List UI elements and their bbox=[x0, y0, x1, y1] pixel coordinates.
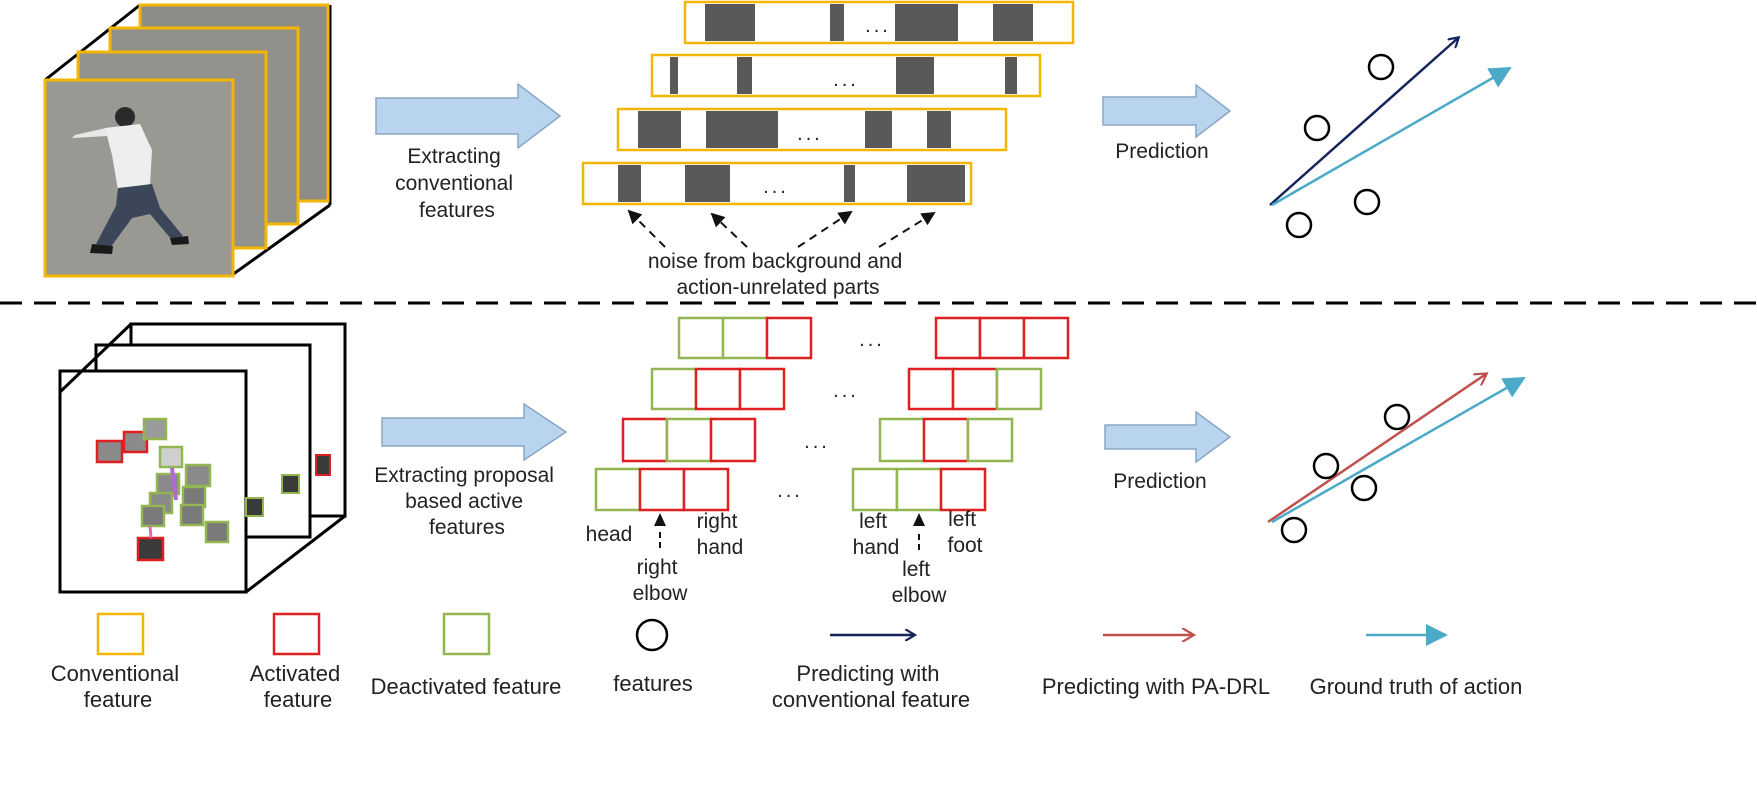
ground-truth-arrow bbox=[1271, 376, 1526, 524]
conventional-feature-bar-1 bbox=[683, 0, 1075, 45]
feature-point bbox=[1312, 452, 1340, 480]
legend-label-conventional: Conventional feature bbox=[51, 661, 186, 712]
top-prediction-arrow bbox=[1102, 83, 1232, 139]
right-elbow-arrowhead bbox=[654, 513, 666, 526]
legend-label-pa-drl: Predicting with PA-DRL bbox=[1042, 674, 1270, 699]
ellipsis: ... bbox=[833, 380, 859, 402]
feature-point bbox=[1367, 53, 1395, 81]
noise-arrows bbox=[627, 209, 936, 248]
legend-label-deactivated: Deactivated feature bbox=[371, 674, 562, 699]
top-prediction-label: Prediction bbox=[1115, 140, 1208, 163]
bottom-prediction-arrow bbox=[1104, 410, 1232, 464]
left-elbow-arrowhead bbox=[913, 513, 925, 526]
part-label-right-hand: right hand bbox=[697, 510, 744, 559]
pa-drl-prediction-arrow bbox=[1267, 374, 1486, 524]
ground-truth-arrow bbox=[1271, 66, 1512, 207]
legend-label-ground-truth: Ground truth of action bbox=[1310, 674, 1523, 699]
part-feature-row-4 bbox=[594, 467, 987, 512]
top-extract-label: Extracting conventional features bbox=[395, 145, 519, 222]
legend-swatch-features bbox=[635, 618, 669, 652]
bottom-extract-arrow bbox=[381, 402, 568, 462]
legend-label-activated: Activated feature bbox=[250, 661, 347, 712]
ellipsis: ... bbox=[763, 176, 789, 198]
ellipsis: ... bbox=[833, 69, 859, 91]
legend-swatch-deactivated bbox=[442, 612, 491, 656]
conventional-prediction-arrow bbox=[1269, 38, 1458, 206]
legend: Conventional feature Activated feature D… bbox=[51, 612, 1523, 712]
feature-point bbox=[1350, 474, 1378, 502]
conventional-feature-bar-4 bbox=[581, 161, 973, 206]
part-feature-row-1 bbox=[677, 316, 1070, 360]
top-video-stack bbox=[43, 3, 332, 278]
ellipsis: ... bbox=[777, 480, 803, 502]
part-feature-row-3 bbox=[621, 417, 1014, 463]
feature-point bbox=[1353, 188, 1381, 216]
legend-label-predicting-conventional: Predicting with conventional feature bbox=[772, 661, 970, 712]
feature-point bbox=[1303, 114, 1331, 142]
part-feature-row-2 bbox=[650, 367, 1043, 411]
top-extract-arrow bbox=[375, 82, 562, 150]
part-label-left-foot: left foot bbox=[947, 508, 982, 557]
part-label-right-elbow: right elbow bbox=[633, 556, 689, 605]
part-label-head: head bbox=[586, 523, 633, 546]
top-feature-space bbox=[1269, 38, 1512, 239]
ellipsis: ... bbox=[804, 431, 830, 453]
feature-point bbox=[1285, 211, 1313, 239]
conventional-feature-bar-3 bbox=[616, 107, 1008, 152]
bottom-feature-space bbox=[1267, 374, 1526, 544]
bottom-extract-label: Extracting proposal based active feature… bbox=[374, 464, 560, 539]
person-figure bbox=[72, 107, 189, 254]
noise-label: noise from background and action-unrelat… bbox=[648, 250, 908, 299]
legend-swatch-conventional bbox=[96, 612, 145, 656]
part-label-left-hand: left hand bbox=[853, 510, 900, 559]
bottom-prediction-label: Prediction bbox=[1113, 470, 1206, 493]
ellipsis: ... bbox=[865, 15, 891, 37]
ellipsis: ... bbox=[859, 329, 885, 351]
ellipsis: ... bbox=[797, 123, 823, 145]
conventional-feature-bar-2 bbox=[650, 53, 1042, 98]
feature-point bbox=[1280, 516, 1308, 544]
feature-point bbox=[1383, 403, 1411, 431]
part-label-left-elbow: left elbow bbox=[892, 558, 948, 607]
legend-swatch-activated bbox=[272, 612, 321, 656]
legend-label-features: features bbox=[613, 671, 693, 696]
body-part-patches bbox=[95, 417, 331, 562]
